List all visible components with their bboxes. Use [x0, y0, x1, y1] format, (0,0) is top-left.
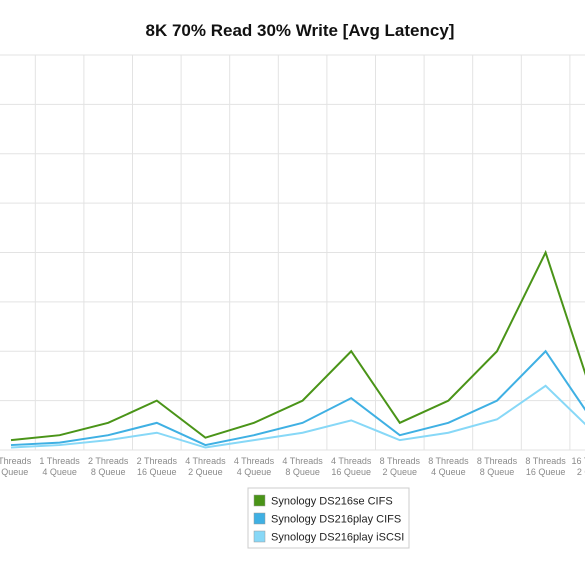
series-line — [10, 249, 585, 442]
chart-title: 8K 70% Read 30% Write [Avg Latency] — [146, 21, 455, 40]
x-tick-label: 2 Threads 16 Queue — [137, 456, 178, 477]
legend-swatch — [253, 530, 266, 543]
x-tick-label: 8 Threads 16 Queue — [525, 456, 566, 477]
x-tick-label: 4 Threads 8 Queue — [282, 456, 323, 477]
series-line — [10, 349, 585, 447]
x-tick-label: 4 Threads 4 Queue — [234, 456, 275, 477]
x-tick-label: 1 Threads 4 Queue — [39, 456, 80, 477]
legend-label: Synology DS216play iSCSI — [271, 532, 404, 544]
legend-label: Synology DS216play CIFS — [271, 514, 401, 526]
x-tick-label: 8 Threads 4 Queue — [428, 456, 469, 477]
gridlines — [0, 54, 585, 451]
legend-swatch — [253, 512, 266, 525]
legend-swatch — [253, 494, 266, 507]
legend-box — [247, 487, 410, 549]
x-tick-label: 8 Threads 2 Queue — [380, 456, 421, 477]
x-tick-label: 8 Threads 8 Queue — [477, 456, 518, 477]
x-tick-label: 4 Threads 2 Queue — [185, 456, 226, 477]
series-line — [10, 384, 585, 449]
series-lines — [10, 249, 585, 449]
legend-label: Synology DS216se CIFS — [271, 496, 393, 508]
x-tick-label: 2 Threads 8 Queue — [88, 456, 129, 477]
x-tick-label: 4 Threads 16 Queue — [331, 456, 372, 477]
legend: Synology DS216se CIFS Synology DS216play … — [247, 487, 410, 549]
